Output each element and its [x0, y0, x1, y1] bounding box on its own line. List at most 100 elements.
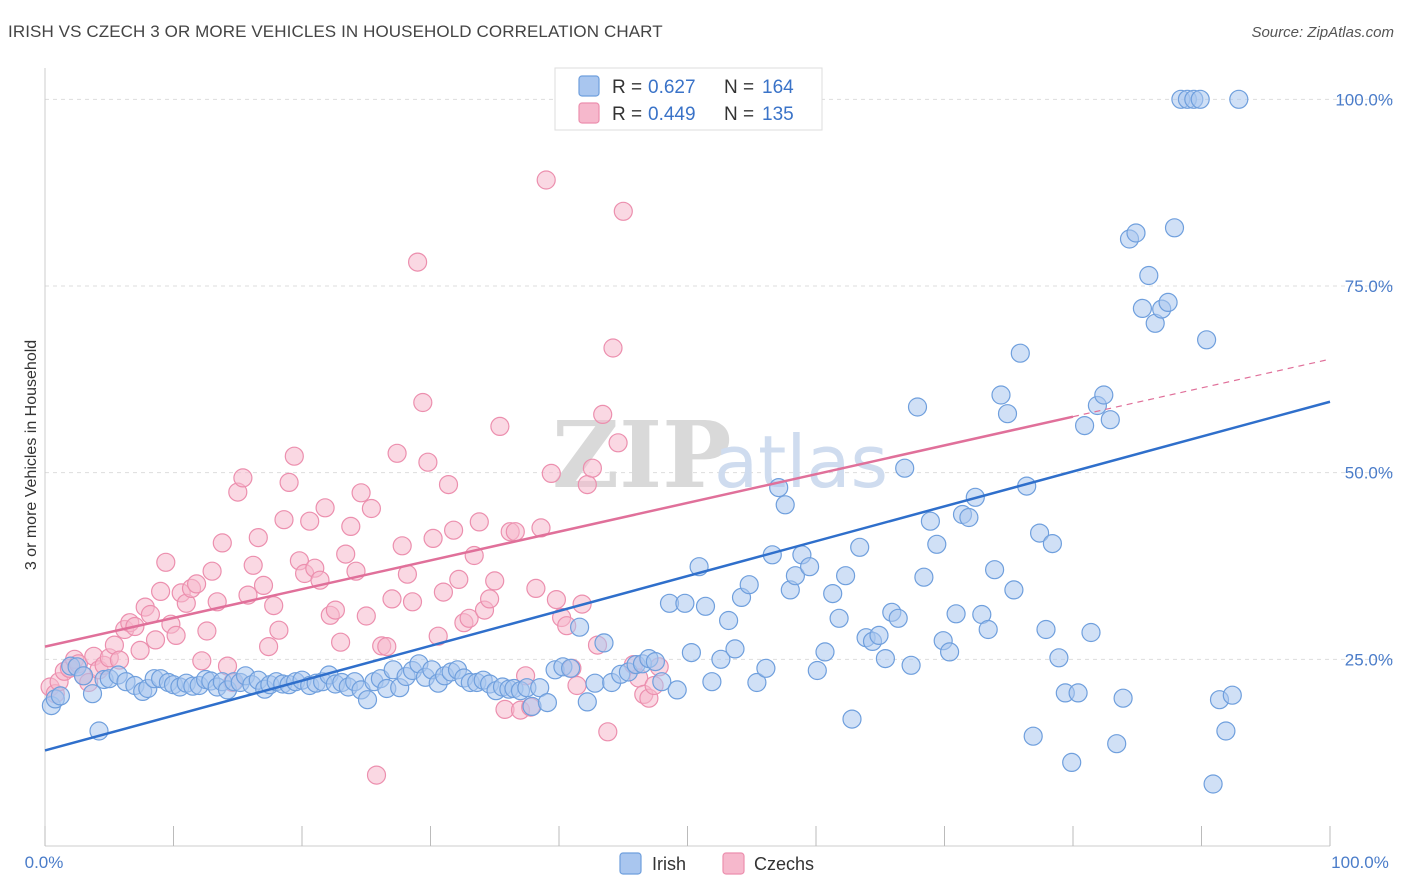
irish-point-151: [1049, 648, 1069, 668]
czech-trend-extension: [1072, 358, 1331, 418]
irish-point-76: [530, 678, 550, 698]
czech-point-21: [145, 630, 166, 650]
czech-point-29: [187, 574, 207, 594]
irish-point-174: [1196, 330, 1217, 350]
irish-point-169: [1164, 218, 1185, 238]
irish-point-84: [594, 633, 614, 653]
trend-lines: [44, 358, 1331, 752]
irish-point-94: [667, 680, 687, 700]
czech-point-46: [274, 510, 294, 530]
irish-point-109: [775, 495, 795, 515]
irish-point-144: [1004, 580, 1024, 600]
irish-point-115: [815, 642, 835, 662]
czech-point-88: [490, 416, 510, 436]
irish-point-100: [711, 649, 731, 669]
irish-point-149: [1036, 619, 1056, 640]
czech-point-58: [336, 544, 356, 564]
czech-point-47: [279, 472, 299, 492]
y-tick-label-3: 100.0%: [1335, 90, 1393, 109]
czech-point-30: [192, 651, 212, 671]
irish-point-99: [702, 672, 722, 692]
irish-point-137: [959, 507, 979, 528]
y-axis-label: 3 or more Vehicles in Household: [23, 340, 40, 570]
irish-point-178: [1222, 685, 1242, 705]
chart-title: IRISH VS CZECH 3 OR MORE VEHICLES IN HOU…: [8, 22, 663, 41]
irish-point-175: [1203, 774, 1223, 794]
irish-point-101: [718, 610, 739, 631]
irish-point-123: [869, 625, 889, 646]
irish-point-165: [1139, 265, 1159, 286]
czech-point-74: [418, 452, 438, 472]
czech-point-44: [264, 595, 284, 616]
irish-point-83: [585, 673, 605, 693]
irish-point-150: [1042, 533, 1063, 554]
irish-points: [41, 89, 1249, 794]
legend-swatch-czech: [578, 102, 600, 124]
irish-point-132: [927, 534, 947, 554]
irish-point-98: [695, 596, 716, 616]
czech-point-110: [603, 338, 623, 358]
tick-labels: 0.0% 100.0% 25.0% 50.0% 75.0% 100.0%: [25, 90, 1393, 872]
watermark-zip: ZIP: [552, 401, 731, 509]
czech-point-61: [351, 483, 371, 503]
irish-point-117: [829, 608, 849, 628]
irish-point-82: [577, 692, 597, 712]
legend-n-label-czech: N =: [724, 104, 754, 125]
irish-point-173: [1190, 89, 1210, 109]
czech-point-108: [593, 404, 613, 424]
grid-lines: [45, 98, 1395, 660]
czech-point-56: [325, 600, 345, 620]
czech-point-22: [151, 581, 171, 602]
czech-point-77: [433, 582, 453, 602]
czech-point-79: [444, 520, 464, 540]
czech-point-66: [377, 636, 397, 657]
czech-point-76: [428, 626, 448, 646]
irish-point-2: [50, 686, 71, 706]
legend-n-label-irish: N =: [724, 77, 754, 98]
irish-point-111: [785, 566, 806, 586]
czech-point-38: [233, 468, 253, 488]
irish-point-96: [681, 642, 702, 663]
czech-point-54: [315, 498, 335, 518]
irish-point-119: [842, 709, 862, 729]
irish-point-145: [1010, 343, 1030, 363]
irish-point-153: [1062, 752, 1082, 773]
irish-point-116: [823, 583, 843, 604]
irish-point-102: [725, 639, 745, 659]
irish-point-113: [799, 557, 820, 577]
czech-point-109: [598, 722, 618, 742]
czech-point-82: [459, 608, 479, 628]
irish-point-95: [675, 593, 695, 613]
legend-r-label-czech: R =: [612, 104, 642, 125]
legend-swatch-irish: [578, 75, 600, 97]
irish-point-128: [901, 655, 921, 675]
czech-point-112: [613, 201, 633, 221]
irish-point-177: [1216, 721, 1236, 741]
irish-point-141: [984, 560, 1005, 580]
czech-point-72: [408, 252, 428, 272]
czech-point-32: [202, 561, 222, 581]
stats-legend: R = 0.627 N = 164 R = 0.449 N = 135: [554, 67, 823, 131]
czech-point-78: [438, 475, 459, 495]
irish-point-147: [1023, 726, 1043, 746]
czech-point-59: [341, 516, 361, 537]
legend-n-value-czech: 135: [762, 104, 794, 125]
legend-r-value-czech: 0.449: [648, 104, 696, 125]
czech-point-69: [392, 536, 412, 556]
irish-point-104: [739, 575, 759, 595]
irish-point-130: [914, 567, 934, 587]
irish-point-124: [875, 648, 896, 669]
irish-point-114: [807, 660, 827, 681]
irish-point-120: [850, 537, 870, 557]
irish-point-155: [1074, 416, 1095, 436]
irish-point-127: [895, 458, 915, 478]
irish-point-160: [1107, 734, 1127, 754]
czech-point-98: [541, 463, 561, 483]
czech-point-62: [356, 606, 376, 626]
irish-point-143: [997, 404, 1018, 424]
x-tick-label-max: 100.0%: [1331, 853, 1389, 872]
irish-point-77: [537, 692, 558, 713]
czech-point-34: [212, 533, 232, 553]
czech-point-18: [130, 640, 150, 661]
